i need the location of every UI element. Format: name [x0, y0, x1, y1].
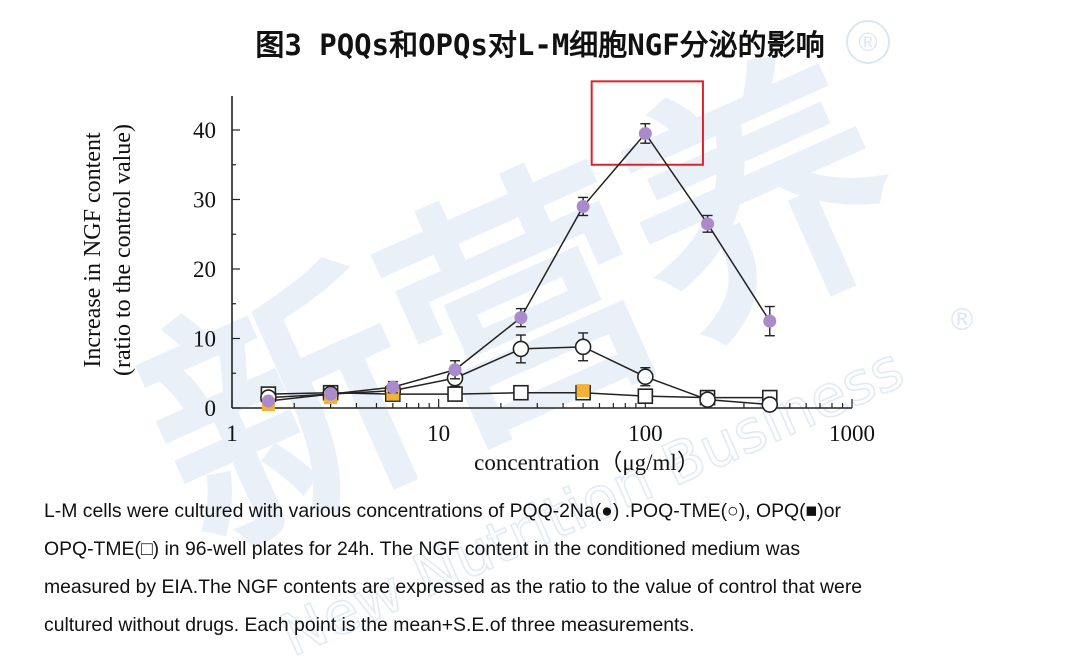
x-tick-label: 100: [628, 421, 663, 446]
series-opq: [261, 384, 590, 412]
x-axis-label: concentration（μg/ml）: [474, 450, 700, 475]
y-tick-label: 0: [205, 396, 217, 421]
series-pqq-2na: [261, 123, 777, 408]
data-point: [513, 384, 529, 401]
data-point: [637, 368, 654, 386]
series-layer: [260, 123, 779, 413]
caption-line: measured by EIA.The NGF contents are exp…: [44, 576, 863, 598]
data-point: [638, 126, 652, 140]
data-point: [576, 199, 590, 213]
caption-line: L-M cells were cultured with various con…: [44, 500, 841, 522]
series-line: [268, 132, 771, 402]
data-point: [761, 396, 779, 413]
data-point: [261, 394, 275, 408]
data-point: [699, 391, 716, 408]
caption-line: OPQ-TME(□) in 96-well plates for 24h. Th…: [44, 538, 801, 560]
data-point: [512, 340, 530, 358]
data-point: [386, 380, 400, 394]
data-point: [514, 311, 528, 325]
figure-title: 图3 PQQs和OPQs对L-M细胞NGF分泌的影响: [255, 28, 825, 62]
y-axis-label-line2: (ratio to the control value): [110, 124, 136, 376]
data-point: [324, 387, 338, 401]
y-tick-label: 10: [193, 327, 216, 352]
data-point: [448, 363, 462, 377]
y-tick-label: 40: [193, 118, 216, 143]
data-point: [576, 384, 590, 398]
data-point: [701, 217, 715, 231]
highlight-rect: [590, 80, 704, 166]
data-point: [763, 314, 777, 328]
registered-mark: ®: [846, 20, 890, 64]
figure-caption: L-M cells were cultured with various con…: [44, 492, 1044, 644]
data-point: [574, 338, 592, 356]
caption-line: cultured without drugs. Each point is th…: [44, 614, 695, 636]
data-point: [447, 386, 463, 402]
y-tick-label: 30: [193, 188, 216, 213]
y-tick-label: 20: [193, 257, 216, 282]
y-axis-label-line1: Increase in NGF content: [80, 132, 106, 368]
x-tick-label: 1000: [829, 421, 875, 446]
chart-axes: 1 10 100 1000 0 10 20 30 40: [193, 96, 875, 446]
x-tick-label: 10: [427, 421, 450, 446]
highlight-box: [590, 80, 704, 166]
ngf-chart: 1 10 100 1000 0 10 20 30 40 concentration（μg/ml）…: [80, 80, 875, 475]
data-point: [637, 388, 654, 404]
x-tick-label: 1: [226, 421, 238, 446]
